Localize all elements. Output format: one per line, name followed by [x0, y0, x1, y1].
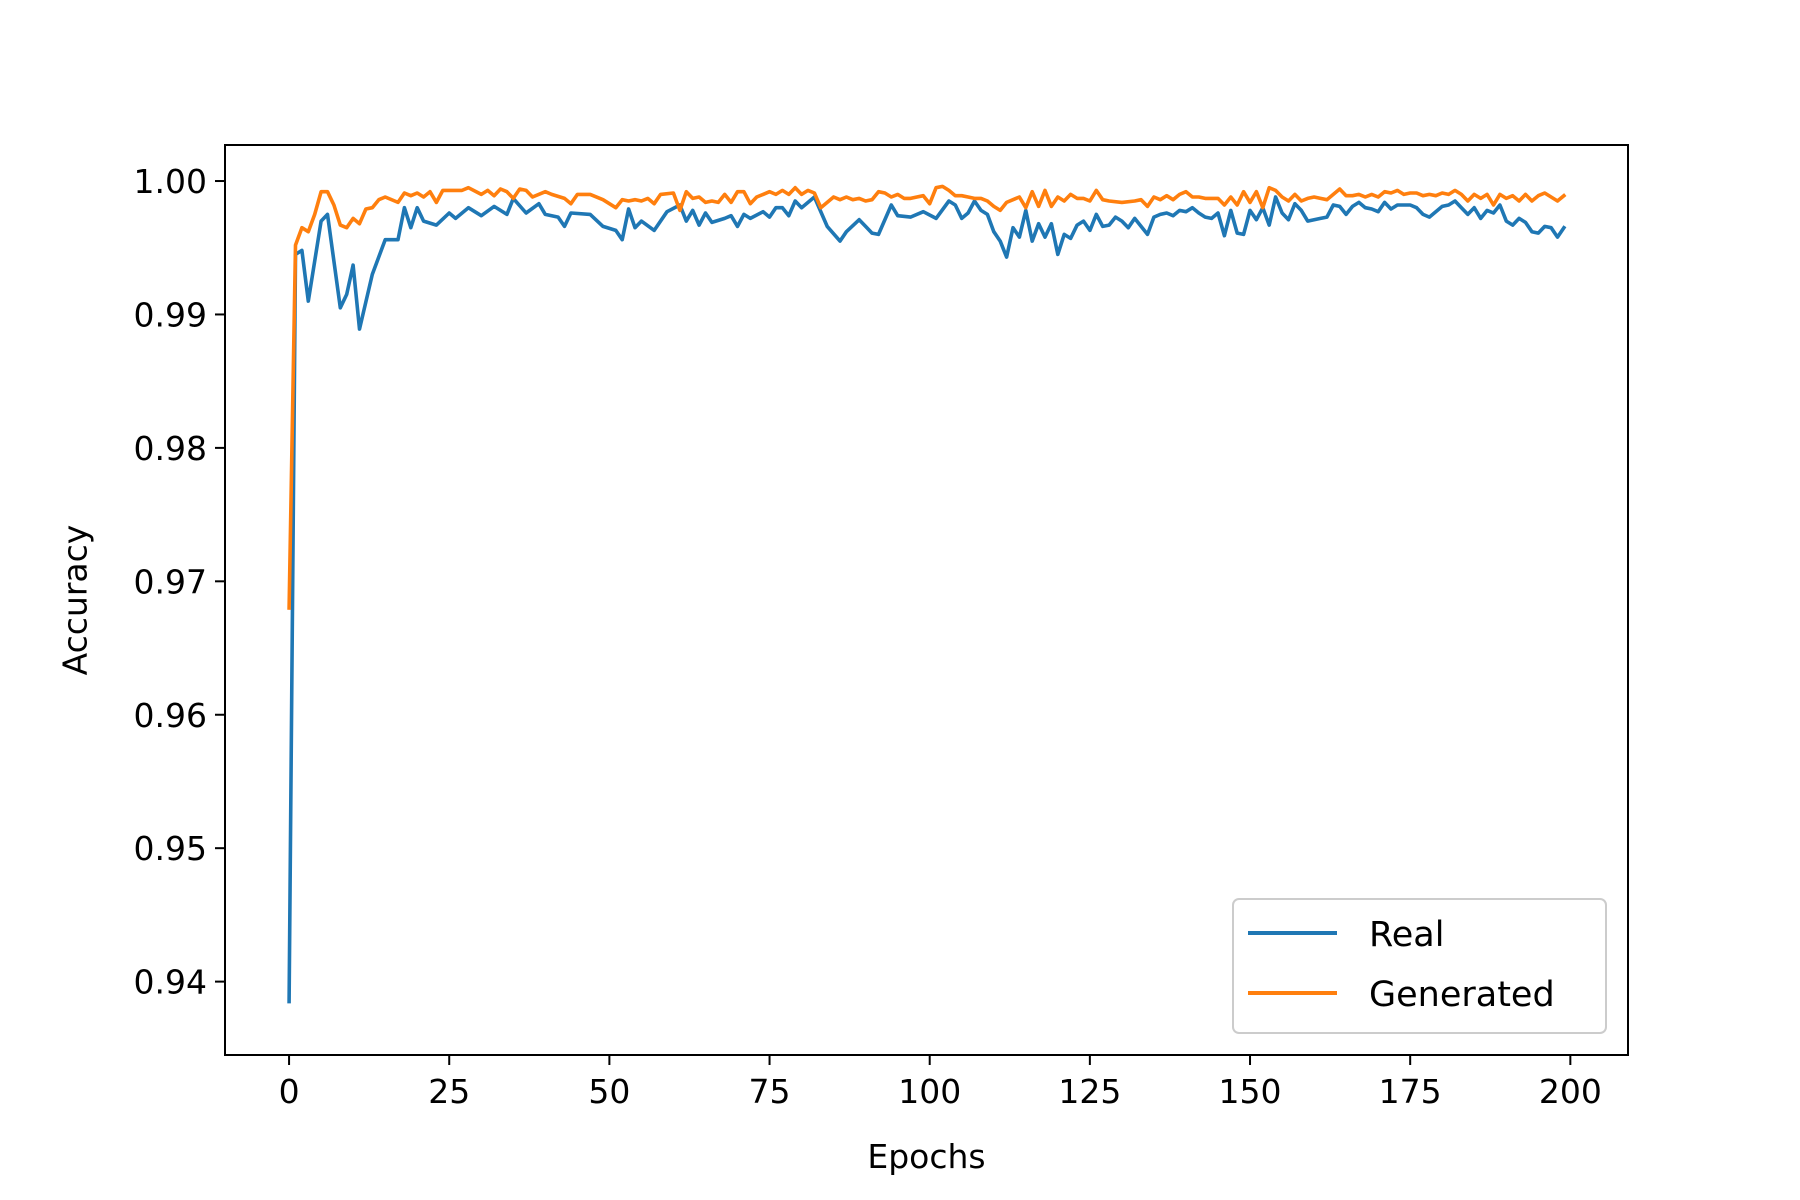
x-tick-label: 75: [749, 1072, 791, 1111]
series-line-generated: [287, 184, 1567, 610]
y-tick-label: 0.94: [134, 963, 207, 1002]
y-tick-label: 0.95: [134, 829, 207, 868]
plot-frame: [224, 144, 1629, 1056]
y-axis-label: Accuracy: [56, 525, 95, 676]
x-tick-label: 0: [279, 1072, 300, 1111]
y-tick-label: 0.96: [134, 696, 207, 735]
x-tick-label: 50: [588, 1072, 630, 1111]
x-tick-label: 100: [898, 1072, 961, 1111]
legend-label-real: Real: [1369, 915, 1444, 955]
x-axis-label: Epochs: [867, 1137, 985, 1176]
y-tick-label: 0.97: [134, 562, 207, 601]
legend: Real Generated: [1232, 898, 1607, 1034]
y-tick-label: 1.00: [134, 162, 207, 201]
series-line-real: [287, 195, 1567, 1004]
x-tick-label: 25: [428, 1072, 470, 1111]
y-tick-label: 0.99: [134, 295, 207, 334]
legend-label-generated: Generated: [1369, 975, 1555, 1015]
y-tick-label: 0.98: [134, 429, 207, 468]
x-tick-label: 125: [1058, 1072, 1121, 1111]
x-tick-label: 200: [1539, 1072, 1602, 1111]
x-tick-label: 150: [1219, 1072, 1282, 1111]
plot-area: [224, 144, 1629, 1056]
x-tick-label: 175: [1379, 1072, 1442, 1111]
y-axis: 0.94 0.95 0.96 0.97 0.98 0.99 1.00: [134, 162, 225, 1002]
x-axis: 0 25 50 75 100 125 150 175 200: [279, 1055, 1602, 1111]
